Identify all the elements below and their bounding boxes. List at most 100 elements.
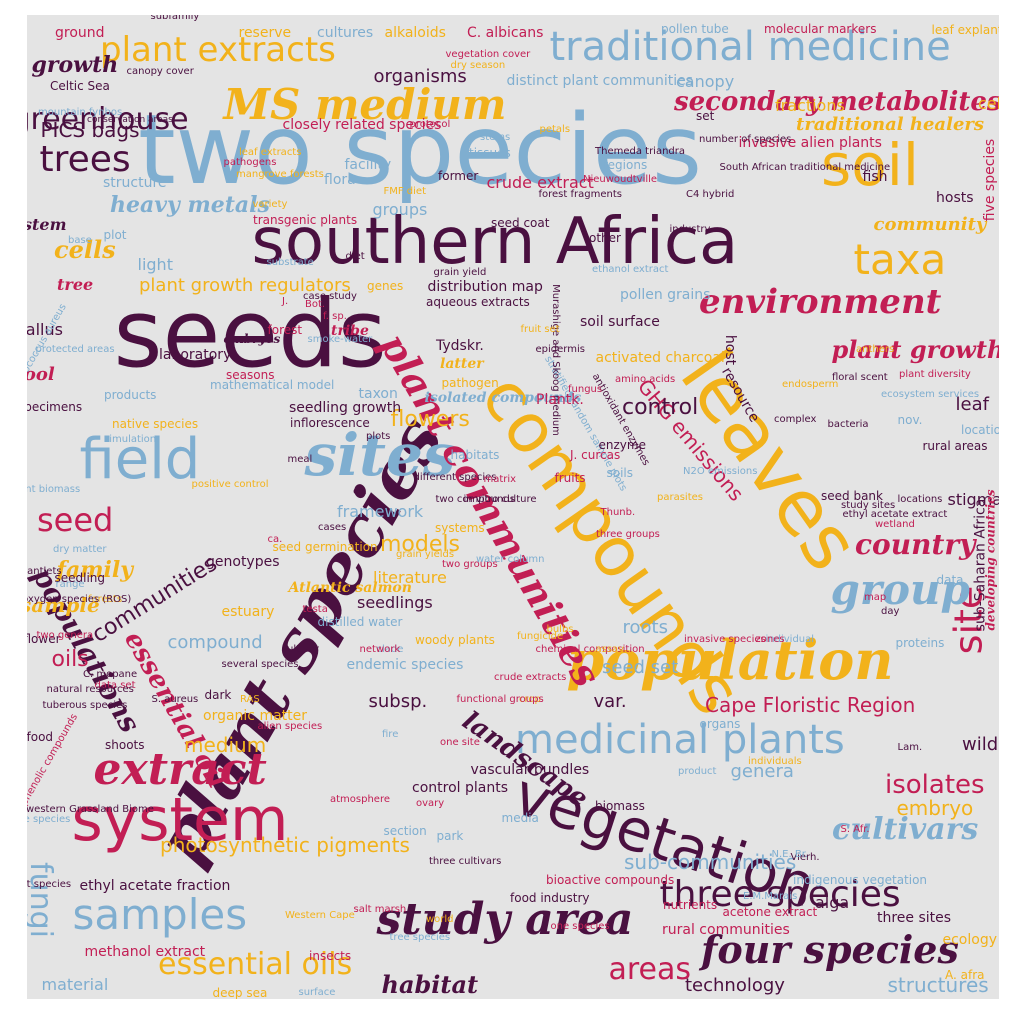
- cloud-word: section: [383, 824, 427, 838]
- cloud-word: isolates: [885, 770, 985, 800]
- cloud-word: three sites: [877, 910, 952, 926]
- cloud-word: data: [936, 573, 964, 587]
- cloud-word: C4 hybrid: [686, 189, 735, 200]
- cloud-word: one site: [440, 737, 480, 748]
- cloud-word: population: [566, 628, 894, 692]
- cloud-word: in vitro culture: [463, 494, 537, 505]
- cloud-word: Western Cape: [285, 910, 355, 921]
- cloud-word: canopy cover: [126, 66, 194, 77]
- cloud-word: distilled water: [317, 615, 403, 629]
- cloud-word: proteins: [895, 636, 945, 650]
- cloud-word: forest fragments: [538, 189, 622, 200]
- cloud-word: areas: [608, 952, 692, 987]
- cloud-word: ecosystem services: [881, 389, 980, 400]
- cloud-word: crop: [519, 694, 541, 705]
- cloud-word: cells: [54, 235, 116, 264]
- cloud-word: light: [137, 255, 173, 274]
- cloud-word: seedlings: [357, 593, 433, 612]
- cloud-word: country: [855, 528, 976, 561]
- cloud-word: two groups: [442, 559, 498, 570]
- cloud-word: vascular bundles: [470, 762, 590, 778]
- cloud-word: diet: [345, 251, 365, 262]
- cloud-word: indigenous vegetation: [793, 873, 928, 887]
- cloud-word: variety: [252, 199, 288, 210]
- cloud-word: material: [41, 975, 109, 994]
- cloud-word: family: [56, 557, 134, 583]
- cloud-word: models: [380, 532, 460, 557]
- cloud-word: several species: [221, 659, 299, 670]
- cloud-word: ovary: [416, 798, 445, 809]
- cloud-word: ground: [55, 25, 105, 41]
- cloud-word: park: [436, 829, 464, 843]
- cloud-word: protocol: [409, 119, 451, 130]
- cloud-word: data set: [94, 680, 136, 691]
- cloud-word: seed bank: [821, 489, 883, 503]
- cloud-word: molecular markers: [764, 22, 877, 36]
- cloud-word: seeds: [113, 280, 387, 389]
- cloud-word: seed set: [602, 657, 679, 678]
- cloud-word: technology: [685, 975, 785, 996]
- cloud-word: PICS bags: [40, 118, 140, 142]
- cloud-word: traditional healers: [796, 114, 985, 135]
- cloud-word: cultures: [317, 25, 374, 41]
- cloud-word: three groups: [596, 529, 660, 540]
- cloud-word: developing countries: [983, 489, 998, 631]
- cloud-word: base: [68, 235, 92, 246]
- cloud-word: functional groups: [456, 694, 544, 705]
- cloud-word: media: [501, 811, 539, 825]
- cloud-word: RAS: [240, 694, 260, 705]
- cloud-word: reactive oxygen species (ROS): [27, 594, 132, 605]
- cloud-word: fruit set: [520, 324, 560, 335]
- cloud-word: enzyme: [598, 438, 646, 452]
- cloud-word: testa: [302, 604, 328, 615]
- cloud-word: soil surface: [580, 314, 660, 330]
- cloud-word: MS medium: [223, 80, 507, 129]
- cloud-word: native species: [112, 417, 199, 431]
- cloud-word: oils: [51, 647, 89, 672]
- cloud-word: system: [71, 785, 289, 855]
- cloud-word: seed germination: [272, 540, 378, 554]
- cloud-word: conservation areas: [87, 114, 173, 125]
- cloud-word: secondary metabolites: [674, 87, 999, 117]
- cloud-word: ethanol extract: [592, 264, 669, 275]
- cloud-word: seed coat: [491, 216, 550, 230]
- cloud-word: activated charcoal: [595, 350, 725, 366]
- cloud-word: subfamily: [150, 15, 200, 22]
- cloud-word: embryo: [896, 796, 974, 820]
- cloud-word: water column: [476, 554, 545, 565]
- cloud-word: habitat: [381, 970, 479, 999]
- cloud-word: forest: [267, 323, 303, 337]
- cloud-word: rural communities: [662, 922, 790, 938]
- cloud-word: plots: [366, 431, 391, 442]
- cloud-word: Staphylococcus aureus: [27, 302, 69, 408]
- cloud-word: range: [55, 579, 85, 590]
- cloud-word: fire: [382, 729, 399, 740]
- cloud-word: ethyl acetate extract: [842, 509, 948, 520]
- cloud-word: host species: [27, 879, 72, 890]
- cloud-word: taxa: [853, 235, 947, 284]
- cloud-word: positive control: [191, 479, 269, 490]
- cloud-word: two genera: [36, 630, 94, 641]
- cloud-word: closely related species: [282, 117, 442, 133]
- cloud-word: Plantk.: [536, 392, 584, 408]
- cloud-word: individuals: [748, 756, 802, 767]
- cloud-word: dry season: [450, 60, 506, 71]
- cloud-word: taxon: [358, 386, 398, 402]
- cloud-word: literature: [373, 568, 447, 587]
- cloud-word: canopy: [676, 72, 735, 91]
- cloud-word: crude extracts: [494, 672, 567, 683]
- cloud-word: var.: [593, 691, 627, 712]
- cloud-word: soils: [606, 466, 634, 480]
- cloud-word: acetone extract: [722, 905, 818, 919]
- cloud-word: control: [622, 395, 699, 420]
- cloud-word: Nieuwoudtville: [583, 174, 658, 185]
- cloud-word: regions: [603, 158, 648, 172]
- cloud-word: plant biomass: [27, 484, 81, 495]
- cloud-word: Themeda triandra: [595, 146, 686, 157]
- cloud-word: subsp.: [368, 691, 428, 712]
- cloud-word: isolated compounds: [424, 390, 582, 406]
- cloud-word: locations: [897, 494, 943, 505]
- cloud-word: pathogens: [223, 157, 277, 168]
- cloud-word: community: [873, 214, 987, 235]
